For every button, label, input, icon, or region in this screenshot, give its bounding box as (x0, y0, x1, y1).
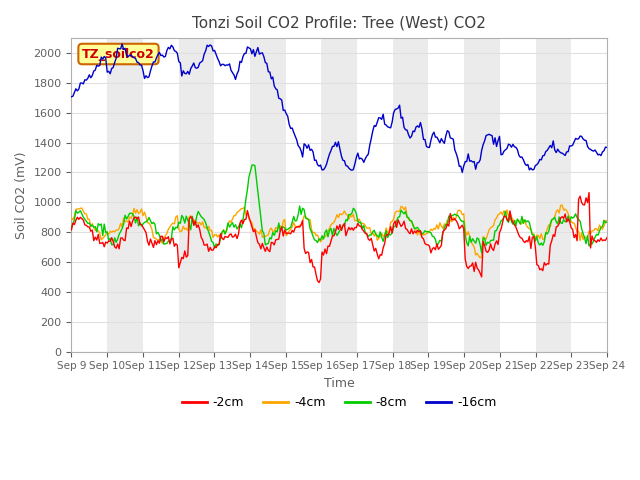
Bar (285, 38, 321, 351)
Bar (250, 38, 285, 351)
Title: Tonzi Soil CO2 Profile: Tree (West) CO2: Tonzi Soil CO2 Profile: Tree (West) CO2 (192, 15, 486, 30)
Legend: -2cm, -4cm, -8cm, -16cm: -2cm, -4cm, -8cm, -16cm (177, 391, 502, 414)
Text: TZ_soilco2: TZ_soilco2 (82, 48, 155, 60)
Bar (393, 38, 428, 351)
Bar (500, 38, 536, 351)
Bar (107, 38, 143, 351)
Bar (72, 38, 107, 351)
Bar (179, 38, 214, 351)
X-axis label: Time: Time (324, 377, 355, 390)
Bar (572, 38, 607, 351)
Bar (321, 38, 357, 351)
Bar (464, 38, 500, 351)
Bar (357, 38, 393, 351)
Y-axis label: Soil CO2 (mV): Soil CO2 (mV) (15, 151, 28, 239)
Bar (536, 38, 572, 351)
Bar (143, 38, 179, 351)
Bar (428, 38, 464, 351)
Bar (214, 38, 250, 351)
